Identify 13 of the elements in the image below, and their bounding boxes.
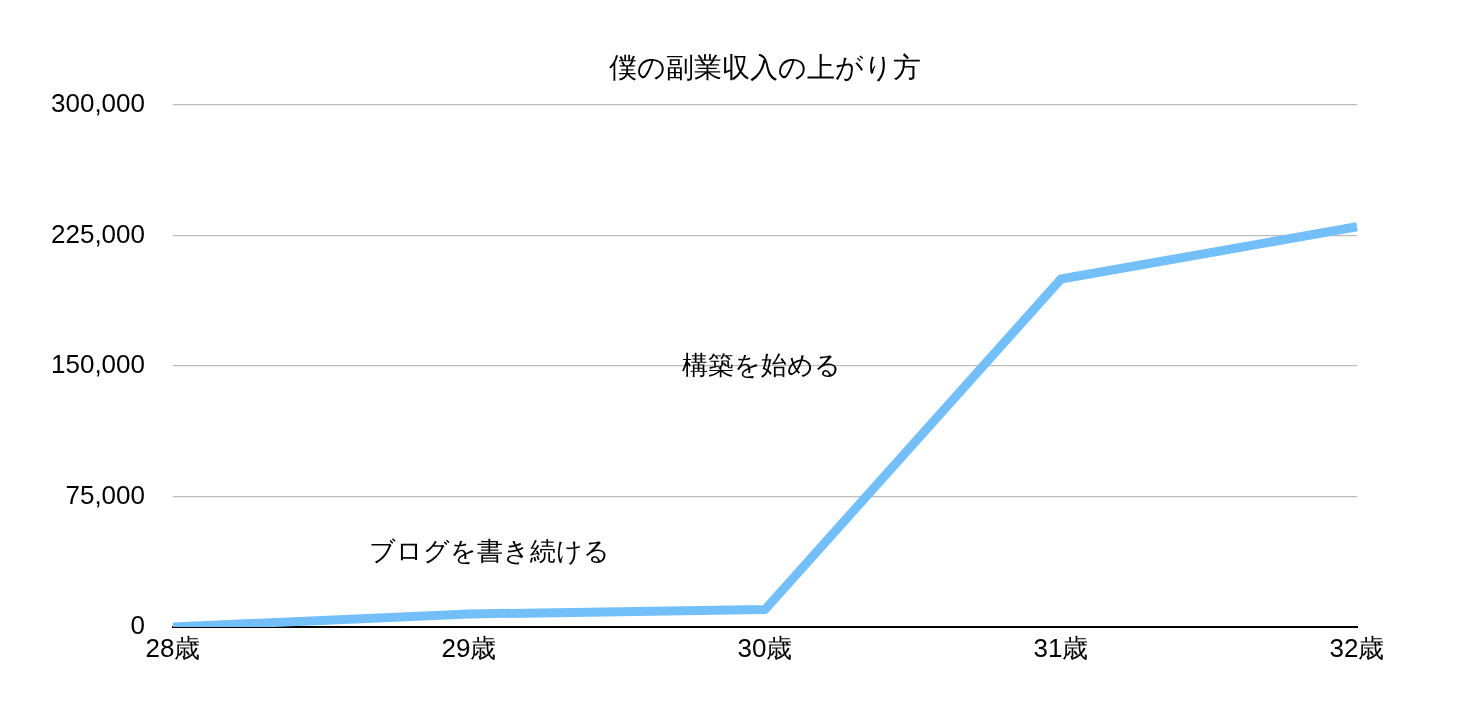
x-tick-label: 30歳 bbox=[737, 632, 793, 663]
y-tick-label: 150,000 bbox=[51, 349, 145, 380]
x-tick-label: 32歳 bbox=[1329, 632, 1385, 663]
x-tick-label: 28歳 bbox=[145, 632, 201, 663]
y-tick-label: 300,000 bbox=[51, 88, 145, 119]
x-tick-label: 29歳 bbox=[441, 632, 497, 663]
y-tick-label: 225,000 bbox=[51, 218, 145, 249]
chart-title: 僕の副業収入の上がり方 bbox=[609, 51, 921, 83]
y-tick-label: 75,000 bbox=[65, 479, 145, 510]
x-tick-label: 31歳 bbox=[1033, 632, 1089, 663]
annotation: 構築を始める bbox=[681, 350, 841, 381]
annotation: ブログを書き続ける bbox=[368, 536, 610, 567]
y-tick-label: 0 bbox=[130, 610, 145, 641]
